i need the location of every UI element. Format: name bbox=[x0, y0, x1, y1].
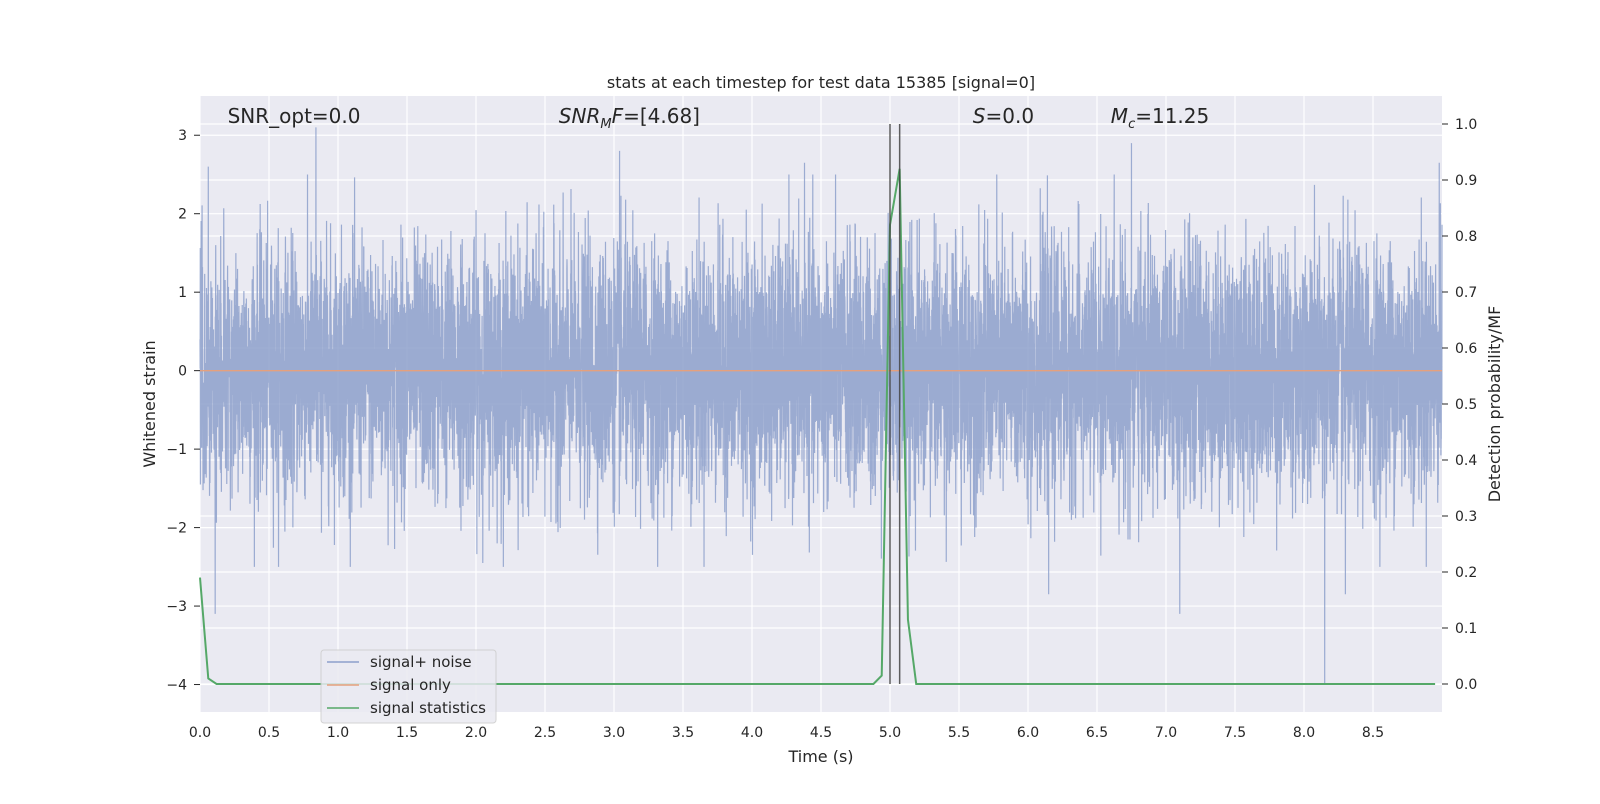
y-axis-label-left: Whitened strain bbox=[140, 340, 159, 467]
x-tick-label: 3.5 bbox=[672, 725, 694, 741]
y-tick-label-right: 0.6 bbox=[1455, 341, 1477, 357]
y-tick-label-left: −2 bbox=[166, 521, 187, 537]
annotation-text: Mc=11.25 bbox=[1111, 104, 1209, 132]
y-tick-label-left: 1 bbox=[178, 285, 187, 301]
x-tick-label: 1.0 bbox=[327, 725, 349, 741]
x-tick-label: 0.0 bbox=[189, 725, 211, 741]
legend-box bbox=[320, 649, 497, 724]
y-tick-label-right: 0.3 bbox=[1455, 509, 1477, 525]
y-tick-label-left: −3 bbox=[166, 599, 187, 615]
y-tick-label-left: 2 bbox=[178, 207, 187, 223]
y-tick-label-left: 3 bbox=[178, 128, 187, 144]
y-tick-label-right: 0.2 bbox=[1455, 565, 1477, 581]
x-tick-label: 5.0 bbox=[879, 725, 901, 741]
x-tick-label: 8.0 bbox=[1293, 725, 1315, 741]
legend: signal+ noise signal only signal statist… bbox=[320, 649, 497, 724]
x-tick-label: 8.5 bbox=[1362, 725, 1384, 741]
x-tick-label: 7.0 bbox=[1155, 725, 1177, 741]
y-tick-label-right: 0.9 bbox=[1455, 173, 1477, 189]
x-tick-label: 3.0 bbox=[603, 725, 625, 741]
y-tick-label-left: 0 bbox=[178, 364, 187, 380]
legend-label-signal-only: signal only bbox=[370, 676, 451, 694]
axis-ticks: 0.0 0.5 1.0 1.5 2.0 2.5 3.0 3.5 4.0 4.5 5.0 5.5 6.0 6… bbox=[166, 117, 1477, 741]
x-tick-label: 6.5 bbox=[1086, 725, 1108, 741]
y-tick-label-right: 0.4 bbox=[1455, 453, 1477, 469]
x-tick-label: 2.5 bbox=[534, 725, 556, 741]
y-tick-label-right: 0.7 bbox=[1455, 285, 1477, 301]
signal-statistics-line bbox=[199, 168, 1436, 685]
y-tick-label-right: 0.8 bbox=[1455, 229, 1477, 245]
y-tick-label-right: 0.5 bbox=[1455, 397, 1477, 413]
x-tick-label: 6.0 bbox=[1017, 725, 1039, 741]
y-tick-label-left: −4 bbox=[166, 678, 187, 694]
annotation-text: SNRMF=[4.68] bbox=[559, 104, 700, 132]
x-axis-label: Time (s) bbox=[787, 747, 853, 766]
x-tick-label: 1.5 bbox=[396, 725, 418, 741]
signal-noise-series bbox=[199, 127, 1443, 685]
x-tick-label: 7.5 bbox=[1224, 725, 1246, 741]
y-axis-label-right: Detection probability/MF bbox=[1485, 306, 1504, 503]
annotation-text: SNR_opt=0.0 bbox=[228, 104, 361, 128]
x-tick-label: 2.0 bbox=[465, 725, 487, 741]
legend-label-signal-statistics: signal statistics bbox=[370, 699, 486, 717]
y-tick-label-right: 0.1 bbox=[1455, 621, 1477, 637]
x-tick-label: 5.5 bbox=[948, 725, 970, 741]
x-tick-label: 4.0 bbox=[741, 725, 763, 741]
y-tick-label-right: 1.0 bbox=[1455, 117, 1477, 133]
x-tick-label: 4.5 bbox=[810, 725, 832, 741]
signal-noise-line bbox=[199, 127, 1443, 685]
signal-statistics-series bbox=[199, 168, 1436, 685]
y-tick-label-left: −1 bbox=[166, 442, 187, 458]
x-tick-label: 0.5 bbox=[258, 725, 280, 741]
annotations: SNR_opt=0.0 SNRMF=[4.68] S=0.0 Mc=11.25 bbox=[228, 104, 1210, 132]
chart-title: stats at each timestep for test data 153… bbox=[607, 73, 1035, 92]
legend-label-signal-noise: signal+ noise bbox=[370, 653, 472, 671]
y-tick-label-right: 0.0 bbox=[1455, 677, 1477, 693]
vertical-marker-lines bbox=[889, 124, 901, 684]
annotation-text: S=0.0 bbox=[973, 104, 1034, 128]
